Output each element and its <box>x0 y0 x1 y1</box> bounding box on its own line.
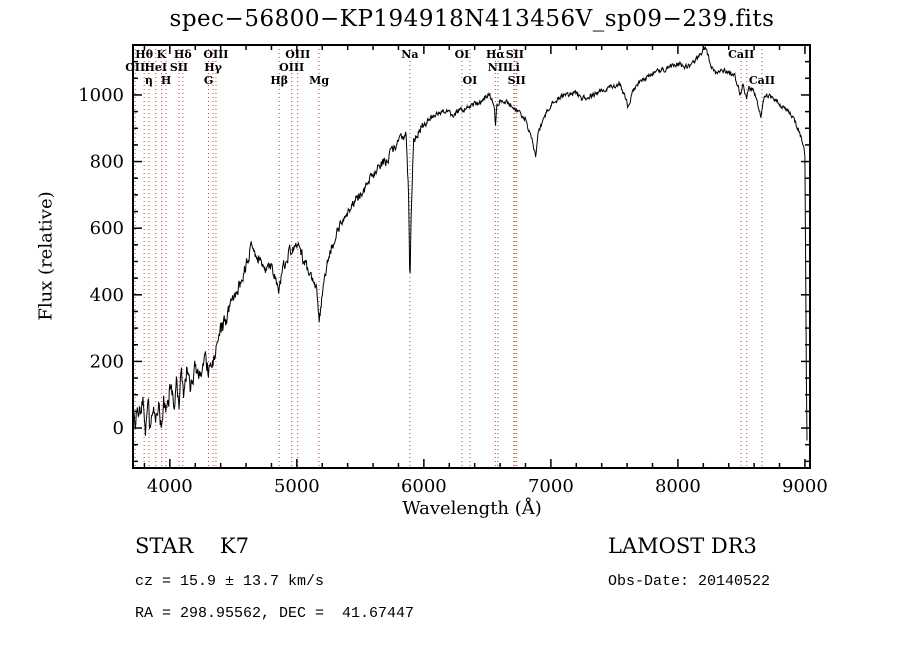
y-tick-label: 800 <box>90 152 124 173</box>
survey-label: LAMOST DR3 <box>608 534 757 558</box>
x-tick-label: 4000 <box>147 476 193 497</box>
spectral-line-label: HeI <box>144 61 167 74</box>
cz-value: cz = 15.9 ± 13.7 km/s <box>135 573 325 590</box>
x-tick-label: 6000 <box>401 476 447 497</box>
obs-date: Obs-Date: 20140522 <box>608 573 771 590</box>
x-tick-label: 7000 <box>528 476 574 497</box>
spectral-line-label: OII <box>125 61 145 74</box>
spectral-line-label: NII <box>488 61 508 74</box>
y-tick-label: 0 <box>113 418 124 439</box>
spectral-line-label: H <box>161 74 171 87</box>
spectral-line-label: G <box>204 74 213 87</box>
spectral-line-label: OIII <box>285 48 310 61</box>
spectral-line-label: K <box>157 48 167 61</box>
plot-title: spec−56800−KP194918N413456V_sp09−239.fit… <box>169 6 775 32</box>
spectral-line-label: Hθ <box>135 48 153 61</box>
spectral-line-label: Li <box>508 61 520 74</box>
y-tick-label: 1000 <box>78 85 124 106</box>
y-tick-label: 600 <box>90 218 124 239</box>
spectral-line-label: CaII <box>749 74 775 87</box>
y-tick-label: 200 <box>90 351 124 372</box>
spectral-line-label: OI <box>455 48 470 61</box>
axes-box <box>132 44 811 469</box>
y-axis-label: Flux (relative) <box>35 191 57 321</box>
classification-label: STAR K7 <box>135 534 249 558</box>
x-tick-label: 9000 <box>782 476 828 497</box>
spectral-line-label: OIII <box>203 48 228 61</box>
spectral-line-label: CaII <box>728 48 754 61</box>
spectral-line-label: SII <box>506 48 524 61</box>
x-tick-label: 5000 <box>274 476 320 497</box>
spectral-line-label: Mg <box>309 74 329 87</box>
spectral-line-label: SII <box>170 61 188 74</box>
spectrum-trace <box>133 45 808 441</box>
y-tick-label: 400 <box>90 285 124 306</box>
spectral-line-label: Hγ <box>204 61 222 74</box>
spectral-line-label: Hβ <box>270 74 288 87</box>
spectral-line-label: Hδ <box>174 48 192 61</box>
spectral-line-label: OIII <box>279 61 304 74</box>
spectral-line-label: Na <box>401 48 418 61</box>
x-axis-label: Wavelength (Å) <box>402 498 542 519</box>
ra-dec-coords: RA = 298.95562, DEC = 41.67447 <box>135 605 415 622</box>
spectral-line-label: η <box>145 74 153 87</box>
spectral-line-label: OI <box>463 74 478 87</box>
spectral-line-label: Hα <box>486 48 505 61</box>
x-tick-label: 8000 <box>655 476 701 497</box>
spectral-line-label: SII <box>508 74 526 87</box>
